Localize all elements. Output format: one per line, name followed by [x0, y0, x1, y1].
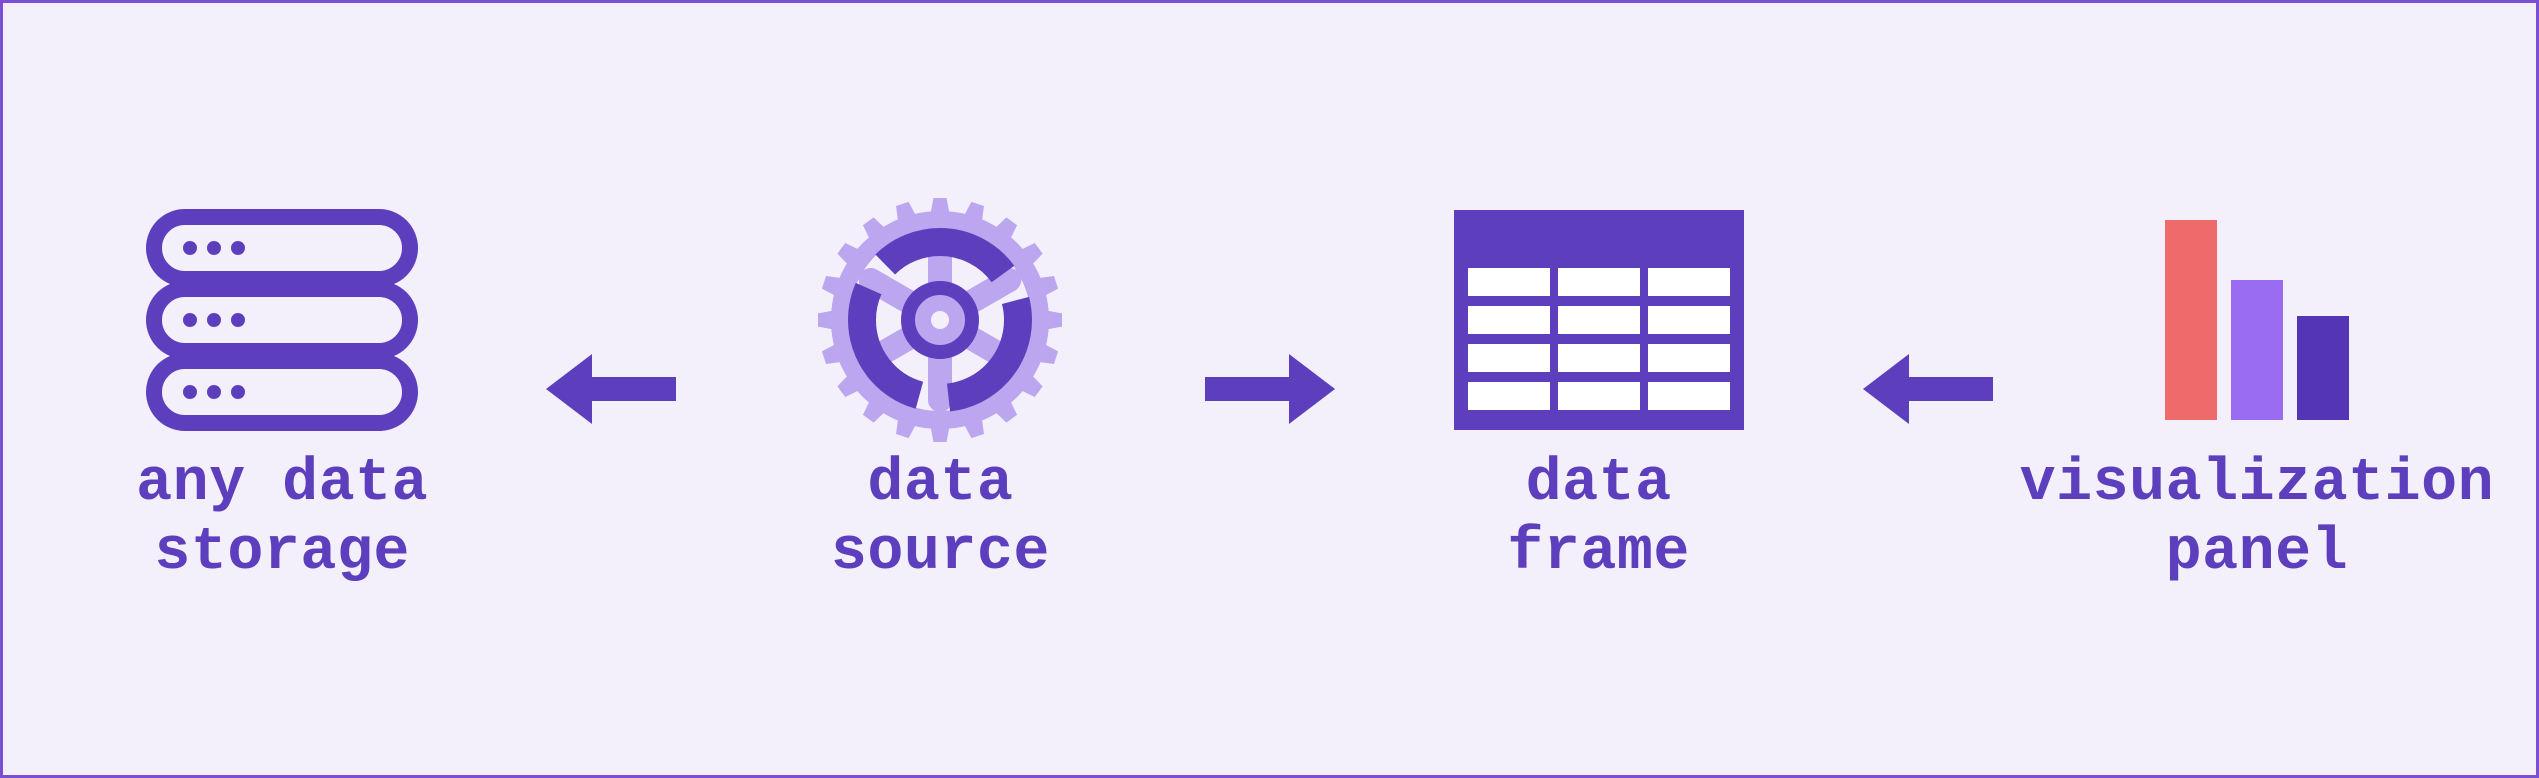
storage-icon — [142, 190, 422, 450]
node-label-frame: data frame — [1507, 450, 1690, 588]
arrow-1 — [541, 259, 681, 519]
node-frame: data frame — [1340, 190, 1858, 588]
gear-icon — [810, 190, 1070, 450]
bar — [2231, 280, 2283, 420]
arrow-3 — [1858, 259, 1998, 519]
node-source: data source — [681, 190, 1199, 588]
bar — [2297, 316, 2349, 420]
node-viz: visualization panel — [1998, 190, 2516, 588]
bar-chart-icon — [2165, 190, 2349, 450]
node-label-viz: visualization panel — [2020, 450, 2495, 588]
arrow-2 — [1200, 259, 1340, 519]
node-label-source: data source — [831, 450, 1050, 588]
bar — [2165, 220, 2217, 420]
table-icon — [1454, 190, 1744, 450]
node-label-storage: any data storage — [136, 450, 428, 588]
diagram-canvas: any data storage data source — [0, 0, 2539, 778]
node-storage: any data storage — [23, 190, 541, 588]
